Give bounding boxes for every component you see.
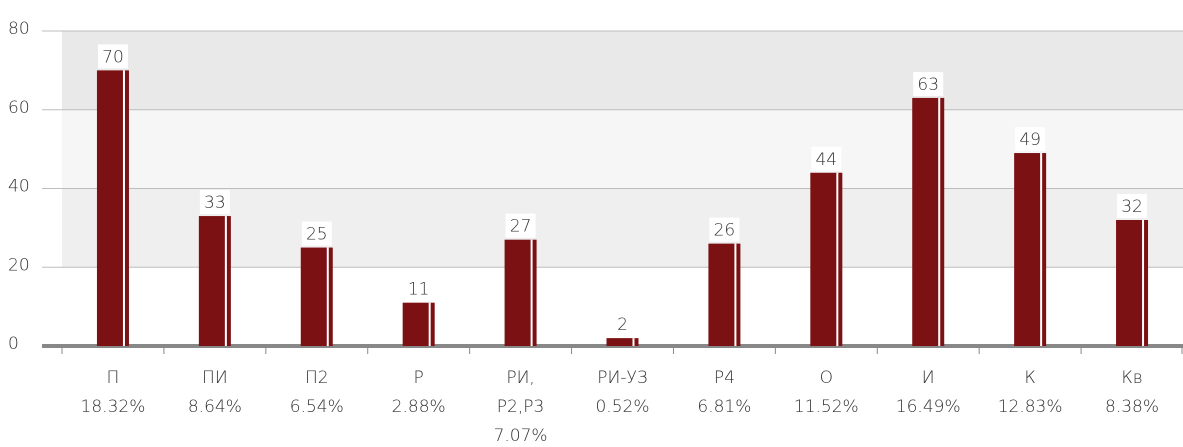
bar-highlight: [734, 243, 737, 346]
value-label-box: [709, 217, 740, 242]
value-label-box: [913, 71, 944, 96]
value-label-box: [505, 213, 536, 238]
value-label: 26: [714, 221, 736, 241]
bar-highlight: [326, 247, 329, 346]
category-share: 7.07%: [493, 426, 548, 446]
y-tick-label: 0: [8, 334, 19, 354]
category-name: РИ, Р2,Р3: [496, 368, 545, 417]
category-name: Кв: [1121, 368, 1143, 388]
category-name: И: [921, 368, 935, 388]
x-tick-label: Р 2.88%: [369, 364, 469, 422]
value-label: 49: [1019, 130, 1041, 150]
bar-highlight: [122, 70, 125, 346]
category-share: 11.52%: [793, 397, 859, 417]
value-label: 2: [617, 315, 628, 335]
y-tick-label: 80: [8, 19, 30, 39]
grid-band: [62, 109, 1183, 189]
category-share: 8.38%: [1105, 397, 1160, 417]
category-name: П: [106, 368, 120, 388]
value-label-box: [97, 44, 128, 69]
value-label-box: [1015, 127, 1046, 152]
x-tick-label: И 16.49%: [878, 364, 978, 422]
bar-highlight: [632, 338, 635, 346]
grid-band: [62, 31, 1183, 110]
x-tick-label: П2 6.54%: [267, 364, 367, 422]
x-tick-label: К 12.83%: [980, 364, 1080, 422]
category-name: Р4: [713, 368, 735, 388]
category-share: 6.54%: [289, 397, 344, 417]
category-share: 0.52%: [595, 397, 650, 417]
category-name: ПИ: [202, 368, 228, 388]
category-share: 12.83%: [997, 397, 1063, 417]
category-name: Р: [413, 368, 424, 388]
value-label: 63: [917, 75, 939, 95]
category-name: О: [819, 368, 833, 388]
bar-highlight: [530, 239, 533, 346]
x-tick-label: РИ, Р2,Р3 7.07%: [471, 364, 571, 447]
grid-band: [62, 188, 1183, 268]
value-label: 70: [102, 47, 124, 67]
value-label: 44: [815, 150, 837, 170]
bar: [606, 338, 639, 346]
value-label-box: [301, 221, 332, 246]
category-name: К: [1024, 368, 1036, 388]
category-share: 16.49%: [895, 397, 961, 417]
category-name: П2: [304, 368, 329, 388]
value-label: 25: [306, 225, 328, 245]
value-label-box: [1117, 194, 1148, 218]
value-label: 33: [204, 193, 226, 213]
x-tick-label: П 18.32%: [63, 364, 163, 422]
category-share: 6.81%: [697, 397, 752, 417]
value-label-box: [607, 312, 638, 337]
value-label: 11: [408, 280, 430, 300]
y-tick-label: 20: [8, 255, 30, 275]
category-share: 18.32%: [80, 397, 146, 417]
bar-highlight: [224, 216, 227, 346]
x-tick-label: О 11.52%: [776, 364, 876, 422]
bar-highlight: [938, 97, 941, 346]
bar-highlight: [1142, 220, 1145, 346]
category-share: 2.88%: [391, 397, 446, 417]
value-label-box: [403, 276, 434, 301]
x-tick-label: РИ-УЗ 0.52%: [573, 364, 673, 422]
category-share: 8.64%: [187, 397, 242, 417]
value-label-box: [811, 146, 842, 171]
category-name: РИ-УЗ: [597, 368, 648, 388]
x-tick-label: Кв 8.38%: [1082, 364, 1182, 422]
y-tick-label: 60: [8, 98, 30, 118]
x-tick-label: Р4 6.81%: [674, 364, 774, 422]
bar-highlight: [428, 302, 431, 346]
x-tick-label: ПИ 8.64%: [165, 364, 265, 422]
value-label-box: [199, 190, 230, 215]
bar-highlight: [836, 172, 839, 346]
value-label: 32: [1121, 197, 1143, 217]
y-tick-label: 40: [8, 177, 30, 197]
bar-highlight: [1040, 153, 1043, 346]
value-label: 27: [510, 217, 532, 237]
